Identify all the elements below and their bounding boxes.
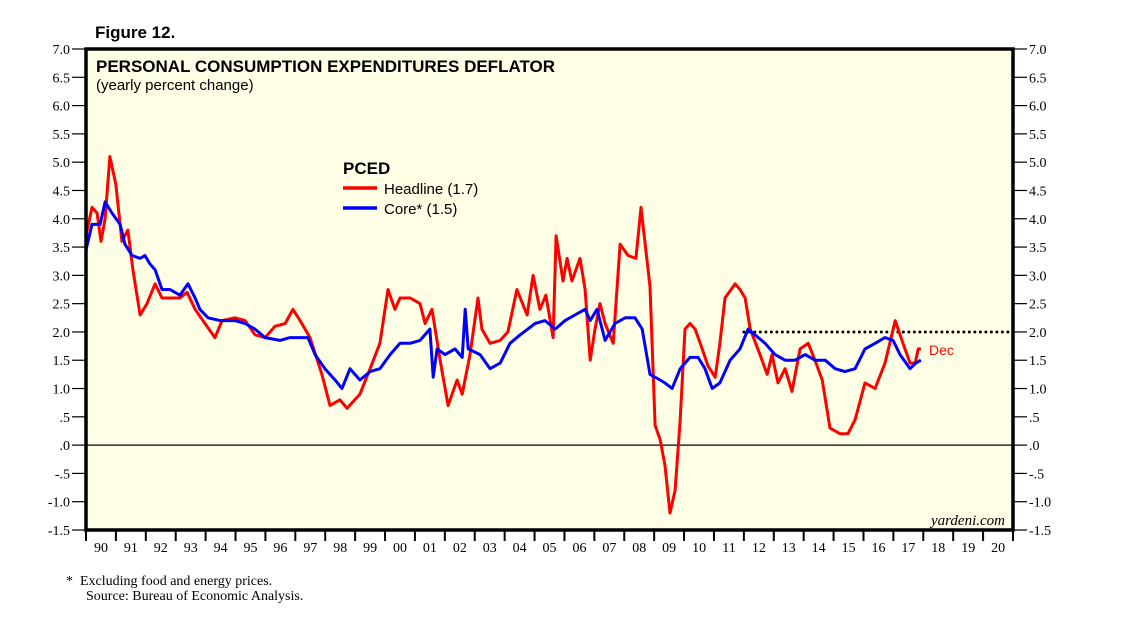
x-tick-label: 96 — [273, 541, 287, 556]
y-tick-label-right: 4.5 — [1029, 184, 1047, 199]
y-tick-label-left: 1.0 — [53, 383, 71, 398]
y-tick-label-right: 2.5 — [1029, 298, 1047, 313]
y-tick-label-right: .5 — [1029, 411, 1040, 426]
x-tick-label: 95 — [244, 541, 258, 556]
y-tick-label-left: 2.0 — [53, 326, 71, 341]
figure-label: Figure 12. — [95, 23, 175, 42]
plot-frame — [84, 47, 1015, 532]
y-tick-label-left: 1.5 — [53, 354, 71, 369]
y-tick-label-right: 3.5 — [1029, 241, 1047, 256]
y-tick-label-left: 5.0 — [53, 156, 71, 171]
y-tick-label-right: 1.5 — [1029, 354, 1047, 369]
legend-title: PCED — [343, 159, 390, 178]
chart-subtitle: (yearly percent change) — [96, 77, 254, 94]
x-tick-label: 09 — [662, 541, 676, 556]
y-tick-label-right: 7.0 — [1029, 43, 1047, 58]
x-tick-label: 18 — [931, 541, 945, 556]
legend: PCED Headline (1.7) Core* (1.5) — [343, 159, 478, 218]
x-tick-label: 91 — [124, 541, 138, 556]
y-tick-label-right: .0 — [1029, 439, 1040, 454]
x-tick-label: 07 — [602, 541, 616, 556]
x-tick-label: 93 — [184, 541, 198, 556]
y-tick-label-right: 6.5 — [1029, 71, 1047, 86]
reference-lines — [85, 330, 1015, 446]
y-tick-label-left: 3.0 — [53, 269, 71, 284]
x-tick-label: 01 — [423, 541, 437, 556]
end-annotation: Dec — [929, 342, 954, 358]
y-tick-label-right: 5.0 — [1029, 156, 1047, 171]
x-tick-label: 99 — [363, 541, 377, 556]
plot-area — [86, 49, 1013, 530]
y-tick-label-left: 4.0 — [53, 213, 71, 228]
x-tick-label: 17 — [901, 541, 915, 556]
x-tick-label: 97 — [303, 541, 317, 556]
y-tick-label-left: 3.5 — [53, 241, 71, 256]
x-tick-label: 06 — [572, 541, 586, 556]
y-tick-label-right: 3.0 — [1029, 269, 1047, 284]
y-tick-label-right: 1.0 — [1029, 383, 1047, 398]
source-note: Source: Bureau of Economic Analysis. — [86, 589, 303, 604]
legend-label-headline: Headline (1.7) — [384, 181, 478, 198]
y-axis-right: 7.0 6.5 6.0 5.5 5.0 4.5 4.0 3.5 3.0 2.5 2.0 1.5 1.0.… — [1013, 43, 1051, 539]
y-tick-label-left: 7.0 — [53, 43, 71, 58]
y-tick-label-left: -1.0 — [48, 496, 70, 511]
y-tick-label-left: -1.5 — [48, 524, 70, 539]
y-tick-label-left: 4.5 — [53, 184, 71, 199]
y-tick-label-left: 2.5 — [53, 298, 71, 313]
x-tick-label: 20 — [991, 541, 1005, 556]
y-tick-label-right: -1.5 — [1029, 524, 1051, 539]
watermark: yardeni.com — [929, 513, 1005, 529]
x-tick-label: 14 — [812, 541, 826, 556]
x-tick-label: 16 — [871, 541, 885, 556]
x-tick-label: 11 — [722, 541, 735, 556]
x-tick-label: 92 — [154, 541, 168, 556]
series-line-core — [84, 200, 922, 390]
y-tick-label-left: 6.5 — [53, 71, 71, 86]
y-tick-label-right: -1.0 — [1029, 496, 1051, 511]
y-tick-label-left: .5 — [60, 411, 71, 426]
x-tick-label: 15 — [842, 541, 856, 556]
x-tick-label: 19 — [961, 541, 975, 556]
x-tick-label: 13 — [782, 541, 796, 556]
x-tick-label: 03 — [483, 541, 497, 556]
chart-title: PERSONAL CONSUMPTION EXPENDITURES DEFLAT… — [96, 57, 555, 76]
x-axis: 90 91 92 93 94 95 96 97 98 99 00 01 02 03 04 05 06 07 08 09… — [85, 530, 1014, 556]
x-tick-label: 10 — [692, 541, 706, 556]
legend-label-core: Core* (1.5) — [384, 201, 457, 218]
y-tick-label-right: 4.0 — [1029, 213, 1047, 228]
x-tick-label: 94 — [214, 541, 228, 556]
x-tick-label: 98 — [333, 541, 347, 556]
y-tick-label-right: -.5 — [1029, 467, 1044, 482]
y-tick-label-left: -.5 — [55, 467, 70, 482]
x-tick-label: 08 — [632, 541, 646, 556]
y-tick-label-left: 5.5 — [53, 128, 71, 143]
series-layer — [84, 155, 922, 515]
x-tick-label: 02 — [453, 541, 467, 556]
y-tick-label-left: .0 — [60, 439, 71, 454]
x-tick-label: 04 — [513, 541, 527, 556]
y-tick-label-right: 6.0 — [1029, 100, 1047, 115]
y-tick-label-right: 5.5 — [1029, 128, 1047, 143]
y-axis-left: 7.0 6.5 6.0 5.5 5.0 4.5 4.0 3.5 3.0 2.5 2.0 1.5 1.0.… — [48, 43, 86, 539]
series-line-headline — [84, 155, 921, 515]
footnote: * Excluding food and energy prices. — [66, 574, 272, 589]
x-tick-label: 00 — [393, 541, 407, 556]
x-tick-label: 05 — [543, 541, 557, 556]
x-tick-label: 90 — [94, 541, 108, 556]
x-tick-label: 12 — [752, 541, 766, 556]
y-tick-label-right: 2.0 — [1029, 326, 1047, 341]
y-tick-label-left: 6.0 — [53, 100, 71, 115]
